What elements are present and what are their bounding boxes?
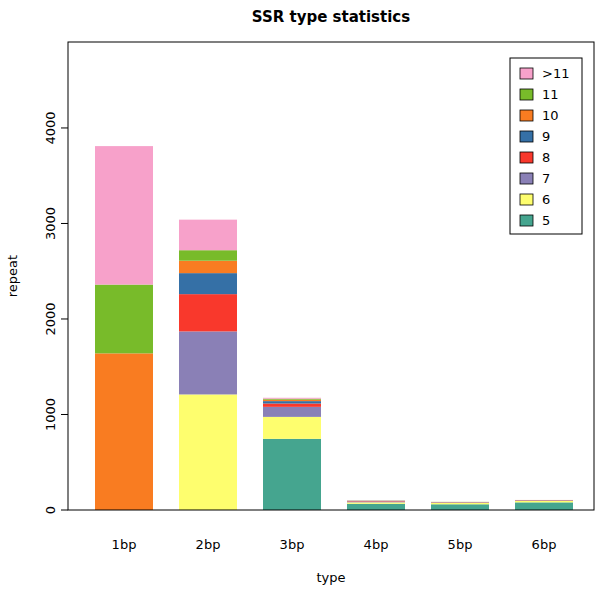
x-tick-label: 5bp: [448, 537, 473, 552]
legend-swatch: [520, 215, 533, 226]
bar-segment: [347, 500, 405, 501]
legend: >11 11 10 9 8 7 6 5: [510, 58, 582, 234]
bar-segment: [347, 500, 405, 501]
bar-segment: [515, 502, 573, 510]
bar-segment: [95, 285, 153, 354]
bar-segment: [263, 439, 321, 510]
y-tick: [61, 223, 68, 224]
x-axis-label: type: [316, 570, 345, 585]
y-tick-label: 0: [43, 506, 58, 514]
y-tick-label: 4000: [43, 111, 58, 144]
bar-segment: [263, 404, 321, 407]
bar-segment: [179, 261, 237, 273]
x-tick-label: 2bp: [196, 537, 221, 552]
bar-segment: [431, 502, 489, 503]
bar-segment: [263, 400, 321, 401]
y-tick: [61, 414, 68, 415]
bar-segment: [431, 501, 489, 502]
x-tick-label: 1bp: [112, 537, 137, 552]
bar-segment: [431, 504, 489, 510]
legend-label: >11: [542, 66, 569, 81]
bar-segment: [431, 502, 489, 503]
legend-swatch: [520, 152, 533, 163]
bar-segment: [263, 398, 321, 400]
legend-label: 5: [542, 213, 550, 228]
bar-segment: [347, 502, 405, 503]
title: SSR type statistics: [252, 8, 410, 26]
bar-segment: [515, 500, 573, 501]
y-axis-label: repeat: [5, 255, 20, 297]
bar-segment: [431, 501, 489, 502]
bars: [95, 146, 573, 510]
bar-segment: [347, 504, 405, 510]
legend-label: 9: [542, 129, 550, 144]
bar-segment: [515, 500, 573, 501]
bar-segment: [263, 397, 321, 399]
y-tick: [61, 127, 68, 128]
bar-segment: [95, 146, 153, 284]
plot-frame: [68, 42, 594, 510]
bar-segment: [347, 500, 405, 501]
y-tick: [61, 510, 68, 511]
bar-segment: [95, 353, 153, 510]
bar-segment: [347, 500, 405, 501]
bar-segment: [179, 331, 237, 394]
legend-swatch: [520, 131, 533, 142]
legend-swatch: [520, 68, 533, 79]
legend-label: 6: [542, 192, 550, 207]
chart: 1bp 2bp 3bp 4bp 5bp 6bp 0 1000 2000 3000 4000 SSR t…: [0, 0, 600, 592]
bar-segment: [179, 394, 237, 510]
x-tick-label: 3bp: [280, 537, 305, 552]
bar-segment: [515, 501, 573, 502]
x-tick-label: 6bp: [532, 537, 557, 552]
bar-segment: [515, 499, 573, 500]
background: [0, 0, 600, 592]
legend-swatch: [520, 194, 533, 205]
legend-label: 8: [542, 150, 550, 165]
bar-segment: [179, 273, 237, 294]
bar-segment: [431, 503, 489, 504]
y-tick: [61, 318, 68, 319]
bar-segment: [263, 401, 321, 403]
legend-box: [510, 58, 582, 234]
bar-segment: [263, 407, 321, 417]
legend-swatch: [520, 110, 533, 121]
y-tick-label: 1000: [43, 398, 58, 431]
bar-segment: [179, 294, 237, 331]
legend-label: 10: [542, 108, 559, 123]
bar-segment: [431, 502, 489, 503]
x-tick-label: 4bp: [364, 537, 389, 552]
bar-segment: [179, 220, 237, 251]
bar-segment: [515, 500, 573, 501]
legend-label: 11: [542, 87, 559, 102]
bar-segment: [263, 417, 321, 439]
legend-swatch: [520, 89, 533, 100]
legend-label: 7: [542, 171, 550, 186]
legend-swatch: [520, 173, 533, 184]
bar-segment: [515, 499, 573, 500]
bar-segment: [179, 250, 237, 261]
y-tick-label: 2000: [43, 302, 58, 335]
bar-segment: [347, 500, 405, 501]
bar-segment: [515, 499, 573, 500]
y-tick-label: 3000: [43, 207, 58, 240]
bar-segment: [431, 501, 489, 502]
bar-segment: [347, 501, 405, 503]
